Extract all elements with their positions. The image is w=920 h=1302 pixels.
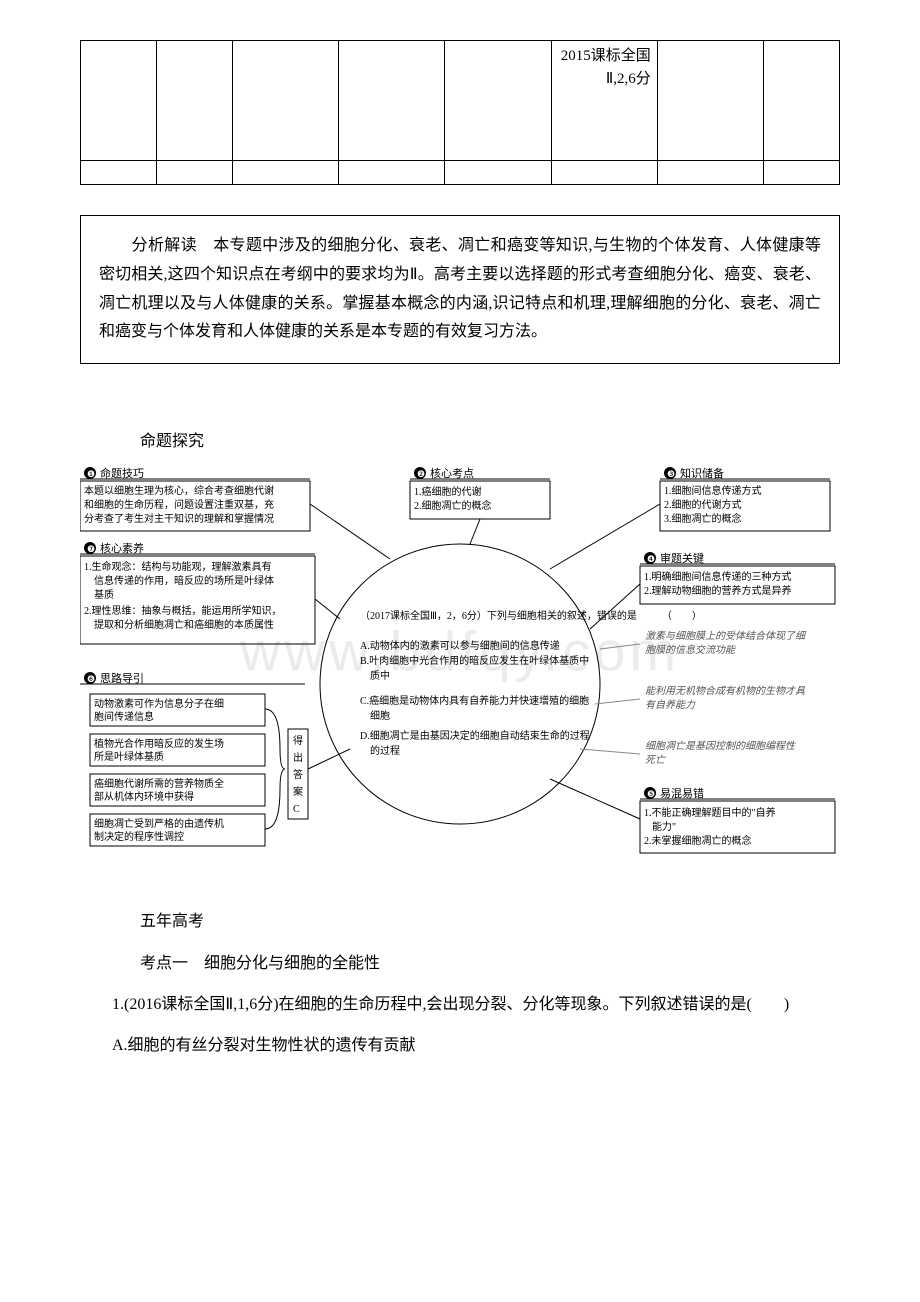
svg-text:动物激素可作为信息分子在细: 动物激素可作为信息分子在细 [94, 697, 224, 710]
cell [81, 41, 157, 161]
cell [156, 161, 232, 185]
top-table: 2015课标全国Ⅱ,2,6分 [80, 40, 840, 185]
svg-text:思路导引: 思路导引 [100, 671, 144, 685]
cell [339, 161, 445, 185]
svg-text:2.细胞的代谢方式: 2.细胞的代谢方式 [664, 498, 742, 511]
note-1: 激素与细胞膜上的受体结合体现了细 胞膜的信息交流功能 [600, 630, 807, 656]
svg-text:细胞凋亡受到严格的由遗传机: 细胞凋亡受到严格的由遗传机 [94, 817, 224, 830]
svg-text:和细胞的生命历程，问题设置注重双基，充: 和细胞的生命历程，问题设置注重双基，充 [84, 498, 274, 511]
note-3: 细胞凋亡是基因控制的细胞编程性 死亡 [580, 740, 796, 766]
svg-text:所是叶绿体基质: 所是叶绿体基质 [94, 750, 164, 763]
center-c2: 细胞 [370, 709, 390, 722]
svg-text:命题技巧: 命题技巧 [100, 466, 144, 480]
page-content: 2015课标全国Ⅱ,2,6分 分析解读 本专题中涉及的细胞分化、衰老、凋亡和癌变… [80, 40, 840, 1063]
svg-text:1.明确细胞间信息传递的三种方式: 1.明确细胞间信息传递的三种方式 [644, 570, 792, 583]
cell [657, 41, 763, 161]
cell [156, 41, 232, 161]
section-title-5yr: 五年高考 [140, 904, 840, 939]
svg-text:能力": 能力" [652, 820, 676, 833]
cell [232, 161, 338, 185]
svg-text:2.理解动物细胞的营养方式是异养: 2.理解动物细胞的营养方式是异养 [644, 584, 792, 597]
center-a: A.动物体内的激素可以参与细胞间的信息传递 [360, 639, 560, 652]
table-row: 2015课标全国Ⅱ,2,6分 [81, 41, 840, 161]
cell [764, 161, 840, 185]
svg-text:❷: ❷ [417, 469, 425, 479]
svg-text:得: 得 [293, 735, 303, 747]
cell [551, 161, 657, 185]
svg-text:能利用无机物合成有机物的生物才具: 能利用无机物合成有机物的生物才具 [645, 685, 806, 697]
svg-text:❻: ❻ [87, 674, 95, 684]
svg-text:植物光合作用暗反应的发生场: 植物光合作用暗反应的发生场 [94, 737, 224, 750]
svg-text:部从机体内环境中获得: 部从机体内环境中获得 [94, 790, 194, 803]
svg-text:3.细胞凋亡的概念: 3.细胞凋亡的概念 [664, 512, 742, 525]
svg-text:制决定的程序性调控: 制决定的程序性调控 [94, 830, 184, 843]
box-7: ❼ 核心素养 1.生命观念：结构与功能观，理解激素具有 信息传递的作用，暗反应的… [80, 541, 340, 644]
svg-text:1.不能正确理解题目中的"自养: 1.不能正确理解题目中的"自养 [644, 806, 776, 819]
svg-text:1.细胞间信息传递方式: 1.细胞间信息传递方式 [664, 484, 762, 497]
cell [232, 41, 338, 161]
svg-text:本题以细胞生理为核心，综合考查细胞代谢: 本题以细胞生理为核心，综合考查细胞代谢 [84, 484, 274, 497]
svg-text:核心考点: 核心考点 [430, 466, 474, 480]
svg-text:2.未掌握细胞凋亡的概念: 2.未掌握细胞凋亡的概念 [644, 834, 752, 847]
table-row [81, 161, 840, 185]
svg-text:❸: ❸ [667, 469, 675, 479]
cell-2015: 2015课标全国Ⅱ,2,6分 [551, 41, 657, 161]
svg-text:❶: ❶ [87, 469, 95, 479]
svg-text:案: 案 [293, 785, 303, 798]
svg-text:基质: 基质 [84, 588, 114, 601]
analysis-text: 分析解读 本专题中涉及的细胞分化、衰老、凋亡和癌变等知识,与生物的个体发育、人体… [99, 237, 821, 340]
svg-text:死亡: 死亡 [645, 754, 667, 766]
svg-text:信息传递的作用，暗反应的场所是叶绿体: 信息传递的作用，暗反应的场所是叶绿体 [84, 574, 274, 587]
svg-text:有自养能力: 有自养能力 [645, 699, 696, 711]
section-title-cmd: 命题探究 [140, 424, 840, 459]
cell [764, 41, 840, 161]
q1-stem: 1.(2016课标全国Ⅱ,1,6分)在细胞的生命历程中,会出现分裂、分化等现象。… [80, 987, 840, 1022]
svg-text:胞间传递信息: 胞间传递信息 [94, 710, 154, 723]
note-2: 能利用无机物合成有机物的生物才具 有自养能力 [595, 685, 806, 711]
box-2: ❷ 核心考点 1.癌细胞的代谢 2.细胞凋亡的概念 [410, 466, 550, 544]
svg-text:2.理性思维：抽象与概括，能运用所学知识，: 2.理性思维：抽象与概括，能运用所学知识， [84, 604, 282, 617]
center-b2: 质中 [370, 669, 390, 682]
svg-text:癌细胞代谢所需的营养物质全: 癌细胞代谢所需的营养物质全 [94, 777, 224, 790]
center-d2: 的过程 [370, 744, 400, 757]
analysis-box: 分析解读 本专题中涉及的细胞分化、衰老、凋亡和癌变等知识,与生物的个体发育、人体… [80, 215, 840, 364]
svg-text:❼: ❼ [87, 544, 95, 554]
svg-text:核心素养: 核心素养 [100, 541, 144, 555]
center-d: D.细胞凋亡是由基因决定的细胞自动结束生命的过程 [360, 729, 590, 742]
cell [445, 161, 551, 185]
svg-text:❹: ❹ [647, 554, 655, 564]
svg-text:1.生命观念：结构与功能观，理解激素具有: 1.生命观念：结构与功能观，理解激素具有 [84, 560, 272, 573]
svg-text:2.细胞凋亡的概念: 2.细胞凋亡的概念 [414, 499, 492, 512]
mindmap-diagram: （2017课标全国Ⅲ，2，6分）下列与细胞相关的叙述，错误的是 （ ） A.动物… [80, 459, 840, 894]
svg-text:❺: ❺ [647, 789, 655, 799]
q1-option-a: A.细胞的有丝分裂对生物性状的遗传有贡献 [80, 1028, 840, 1063]
kaodian-title: 考点一 细胞分化与细胞的全能性 [140, 946, 840, 981]
svg-text:胞膜的信息交流功能: 胞膜的信息交流功能 [645, 644, 736, 656]
svg-text:知识储备: 知识储备 [680, 466, 724, 480]
box-5: ❺ 易混易错 1.不能正确理解题目中的"自养 能力" 2.未掌握细胞凋亡的概念 [550, 779, 835, 853]
svg-text:提取和分析细胞凋亡和癌细胞的本质属性: 提取和分析细胞凋亡和癌细胞的本质属性 [84, 618, 274, 631]
svg-text:出: 出 [293, 751, 303, 764]
cell [81, 161, 157, 185]
svg-text:激素与细胞膜上的受体结合体现了细: 激素与细胞膜上的受体结合体现了细 [645, 630, 807, 642]
svg-text:分考查了考生对主干知识的理解和掌握情况: 分考查了考生对主干知识的理解和掌握情况 [84, 512, 274, 525]
svg-text:易混易错: 易混易错 [660, 786, 704, 800]
cell [445, 41, 551, 161]
center-stem: （2017课标全国Ⅲ，2，6分）下列与细胞相关的叙述，错误的是 （ ） [360, 609, 702, 622]
svg-text:1.癌细胞的代谢: 1.癌细胞的代谢 [414, 485, 482, 498]
svg-text:细胞凋亡是基因控制的细胞编程性: 细胞凋亡是基因控制的细胞编程性 [645, 740, 796, 752]
box-6: ❻ 思路导引 动物激素可作为信息分子在细 胞间传递信息 植物光合作用暗反应的发生… [80, 671, 350, 846]
center-c: C.癌细胞是动物体内具有自养能力并快速增殖的细胞 [360, 694, 589, 707]
svg-text:C: C [293, 804, 300, 815]
cell [339, 41, 445, 161]
svg-text:答: 答 [293, 768, 303, 781]
cell [657, 161, 763, 185]
svg-text:审题关键: 审题关键 [660, 551, 704, 565]
center-b: B.叶肉细胞中光合作用的暗反应发生在叶绿体基质中 [360, 654, 589, 667]
